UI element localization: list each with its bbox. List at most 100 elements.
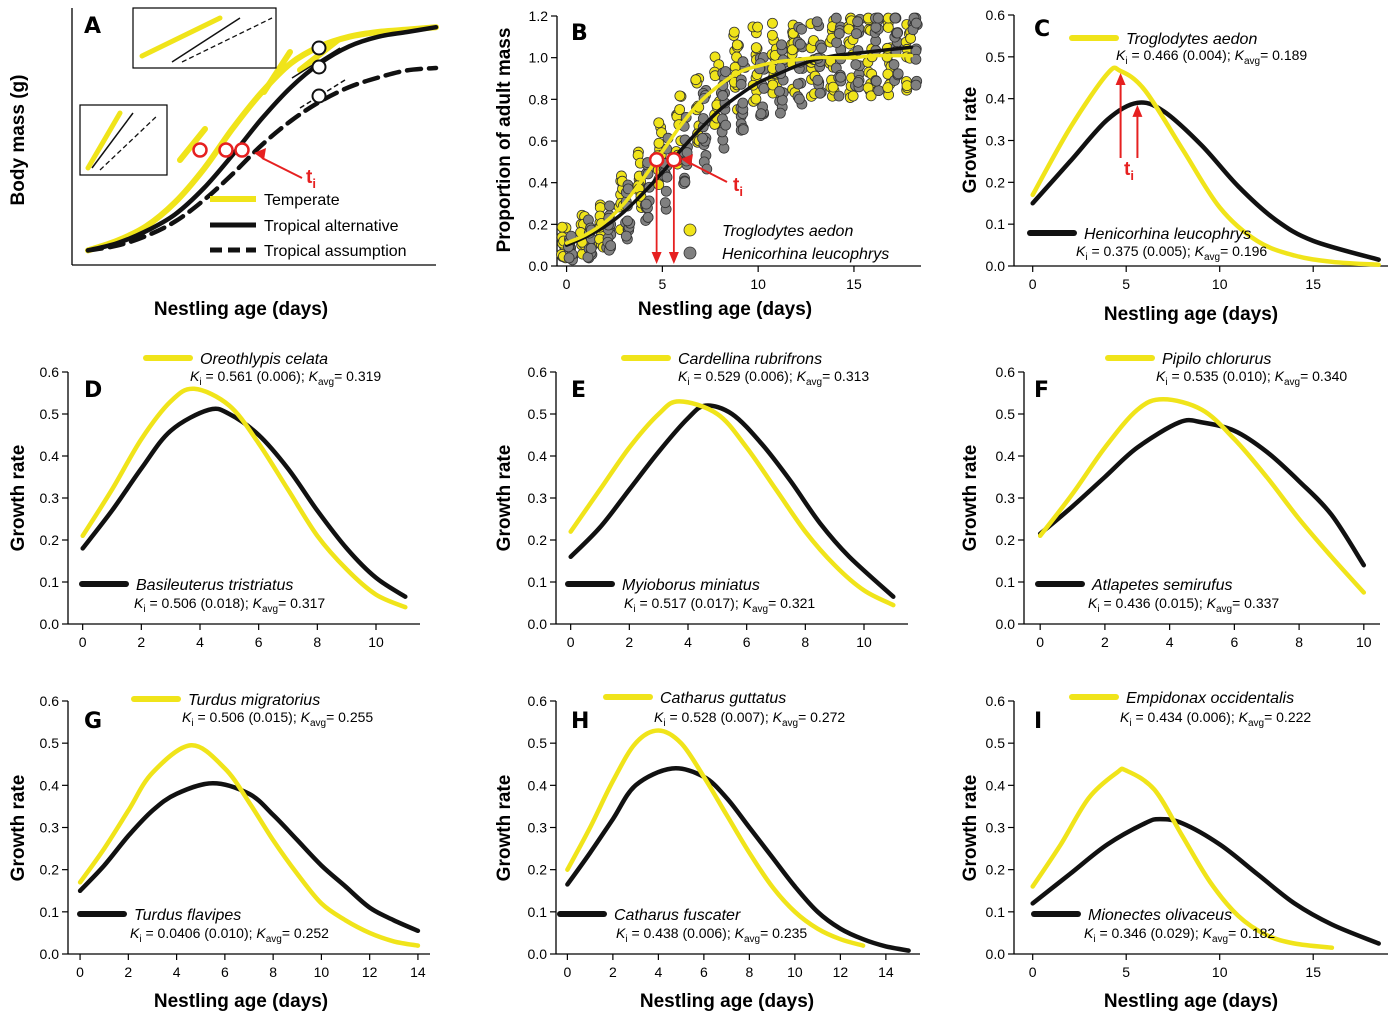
x-tick-label: 2 <box>137 634 145 650</box>
temperate-point <box>752 21 764 33</box>
y-tick-label: 0.0 <box>996 616 1016 632</box>
tropical-alternative-curve <box>85 24 439 253</box>
y-tick-label: 0.2 <box>40 862 60 878</box>
y-tick-label: 0.0 <box>986 946 1006 962</box>
y-tick-label: 0.6 <box>40 364 60 380</box>
y-tick-label: 0.4 <box>40 448 60 464</box>
inset-frame <box>79 104 168 176</box>
ti-arrow <box>261 157 303 179</box>
y-tick-label: 0.1 <box>986 216 1006 232</box>
temperate-point <box>556 221 568 233</box>
tropical-point <box>774 85 785 97</box>
x-tick-label: 8 <box>1295 634 1303 650</box>
tropical-point <box>830 12 842 24</box>
tropical-point <box>659 197 671 209</box>
temperate-curve-G <box>77 743 421 948</box>
k-value-text: Ki = 0.375 (0.005); Kavg= 0.196 <box>1076 243 1267 263</box>
x-tick-label: 14 <box>878 964 894 980</box>
x-tick-label: 0 <box>76 964 84 980</box>
inset-left <box>79 104 168 176</box>
y-tick-label: 0.6 <box>986 7 1006 23</box>
x-tick-label: 0 <box>79 634 87 650</box>
ti-marker <box>192 142 208 158</box>
tropical-assumption-curve <box>85 65 439 253</box>
y-tick-label: 0.5 <box>986 49 1006 65</box>
temperate-curve-D <box>80 386 408 610</box>
tropical-point <box>870 22 882 33</box>
tropical-point <box>620 230 632 242</box>
temperate-point <box>750 42 762 53</box>
temperate-point <box>827 81 839 93</box>
tropical-point <box>910 79 922 91</box>
x-tick-label: 15 <box>1305 276 1321 292</box>
y-tick-label: 0.3 <box>528 490 548 506</box>
y-axis-label: Body mass (g) <box>8 75 29 206</box>
tropical-point <box>735 78 747 90</box>
temperate-point <box>767 79 779 91</box>
x-tick-label: 0 <box>1029 276 1037 292</box>
inset-frame <box>132 7 277 69</box>
y-axis-label: Growth rate <box>494 775 515 882</box>
tropical-point <box>622 215 633 227</box>
x-tick-label: 6 <box>743 634 751 650</box>
x-tick-label: 5 <box>1122 276 1130 292</box>
tropical-point <box>812 74 824 86</box>
x-axis-label: Nestling age (days) <box>1104 991 1278 1012</box>
x-tick-label: 10 <box>750 276 766 292</box>
tropical-point <box>850 59 862 70</box>
y-tick-label: 0.1 <box>528 574 548 590</box>
y-tick-label: 0.0 <box>528 946 548 962</box>
temperate-point <box>882 82 894 94</box>
k-value-text: Ki = 0.0406 (0.010); Kavg= 0.252 <box>130 925 329 945</box>
tropical-point <box>737 97 749 109</box>
y-tick-label: 0.5 <box>40 735 60 751</box>
temperate-point <box>766 29 778 41</box>
k-value-text: Ki = 0.561 (0.006); Kavg= 0.319 <box>190 368 381 388</box>
x-tick-label: 0 <box>1029 964 1037 980</box>
legend-label: Tropical alternative <box>264 218 399 235</box>
tropical-curve-F <box>1037 417 1367 568</box>
x-tick-label: 8 <box>269 964 277 980</box>
tropical-point <box>891 27 903 39</box>
ti-marker <box>218 142 234 158</box>
tropical-point <box>563 252 575 264</box>
species-name: Turdus migratorius <box>188 692 320 709</box>
panel-label: F <box>1034 378 1049 403</box>
temperate-curve-F <box>1037 397 1367 595</box>
y-tick-label: 0.3 <box>986 133 1006 149</box>
legend-swatch <box>683 246 697 260</box>
species-name: Troglodytes aedon <box>1126 31 1257 48</box>
species-name: Mionectes olivaceus <box>1088 907 1232 924</box>
x-axis-label: Nestling age (days) <box>1104 304 1278 325</box>
y-tick-label: 0.6 <box>528 693 548 709</box>
ti-marker <box>234 142 250 158</box>
panel-label: G <box>84 709 102 734</box>
temperate-curve-H <box>565 728 866 948</box>
panel-label: H <box>571 709 589 734</box>
inset-temperate-line <box>85 110 123 171</box>
ti-drop-arrow <box>651 252 662 264</box>
species-name: Troglodytes aedon <box>722 223 853 240</box>
x-tick-label: 10 <box>314 964 330 980</box>
tropical-point <box>870 75 882 87</box>
tropical-point <box>737 56 749 68</box>
tropical-point <box>794 93 805 105</box>
x-tick-label: 10 <box>1212 276 1228 292</box>
temperate-point <box>750 93 762 105</box>
x-tick-label: 8 <box>745 964 753 980</box>
y-tick-label: 0.4 <box>986 91 1006 107</box>
x-tick-label: 10 <box>368 634 384 650</box>
tropical-point <box>851 28 862 40</box>
ti-arrow-head <box>254 148 266 160</box>
temperate-tangent-late <box>261 49 293 95</box>
y-tick-label: 0.6 <box>996 364 1016 380</box>
tropical-point <box>910 53 922 65</box>
x-axis-label: Nestling age (days) <box>640 991 814 1012</box>
x-tick-label: 5 <box>658 276 666 292</box>
tropical-point <box>816 42 827 54</box>
species-name: Cardellina rubrifrons <box>678 351 822 368</box>
x-tick-label: 6 <box>221 964 229 980</box>
y-tick-label: 0.5 <box>40 406 60 422</box>
x-tick-label: 15 <box>846 276 862 292</box>
x-axis-label: Nestling age (days) <box>154 991 328 1012</box>
